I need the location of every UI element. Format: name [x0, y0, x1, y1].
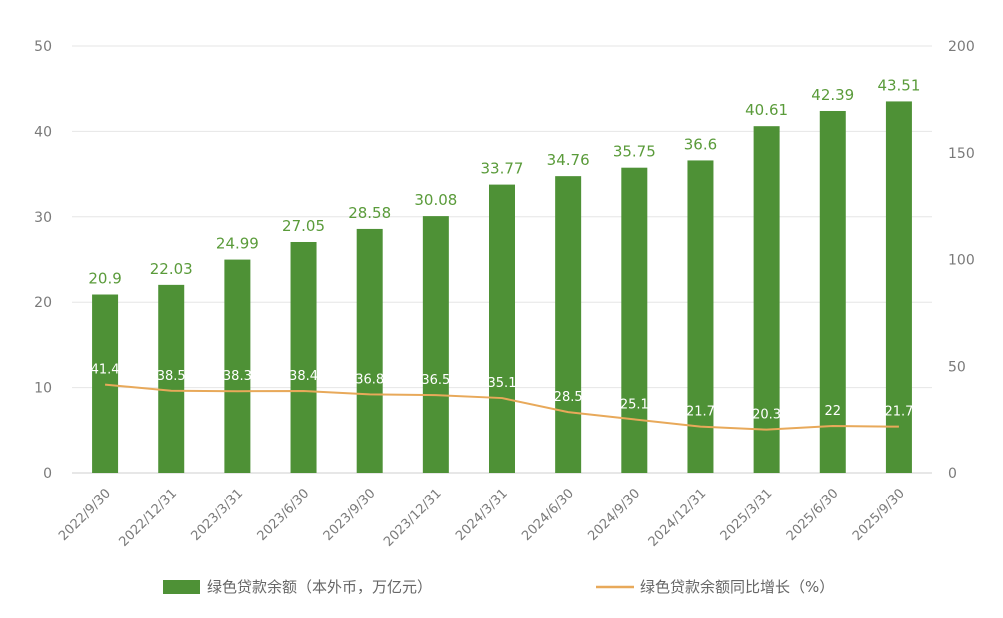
y-left-tick-label: 40	[34, 124, 52, 140]
x-tick-label: 2023/9/30	[321, 486, 379, 544]
bar-value-label: 43.51	[877, 76, 920, 94]
y-right-tick-label: 200	[948, 39, 975, 55]
x-tick-label: 2024/6/30	[519, 486, 577, 544]
legend: 绿色贷款余额（本外币，万亿元） 绿色贷款余额同比增长（%）	[163, 578, 834, 596]
x-tick-label: 2023/3/31	[188, 486, 246, 544]
y-right-tick-label: 150	[948, 146, 975, 162]
line-value-label: 25.1	[620, 397, 649, 412]
x-tick-label: 2023/6/30	[255, 486, 313, 544]
legend-bar-label: 绿色贷款余额（本外币，万亿元）	[207, 578, 432, 596]
y-right-tick-label: 0	[948, 466, 957, 482]
bar	[555, 176, 582, 473]
x-tick-label: 2025/6/30	[784, 486, 842, 544]
x-tick-label: 2024/9/30	[585, 486, 643, 544]
line-value-label: 35.1	[488, 376, 517, 391]
bar	[422, 216, 449, 473]
bar-value-label: 24.99	[216, 235, 259, 253]
x-tick-label: 2022/12/31	[116, 486, 180, 550]
y-left-tick-label: 30	[34, 210, 52, 226]
legend-line-label: 绿色贷款余额同比增长（%）	[640, 578, 834, 596]
line-value-label: 21.7	[686, 405, 715, 420]
x-tick-label: 2025/3/31	[718, 486, 776, 544]
left-axis: 0 10 20 30 40 50	[34, 39, 52, 482]
bar	[819, 110, 846, 473]
line-value-label: 21.7	[884, 405, 913, 420]
bar-value-label: 42.39	[811, 86, 854, 104]
x-axis: 2022/9/30 2022/12/31 2023/3/31 2023/6/30 202…	[56, 486, 908, 550]
bar-value-label: 20.9	[88, 270, 121, 288]
x-tick-label: 2024/12/31	[646, 486, 710, 550]
bar-value-label: 27.05	[282, 217, 325, 235]
line-value-label: 28.5	[554, 390, 583, 405]
x-tick-label: 2024/3/31	[453, 486, 511, 544]
bar	[290, 241, 317, 473]
bar	[224, 259, 251, 473]
bar	[489, 184, 515, 474]
legend-bar-swatch	[163, 580, 200, 594]
line-value-label: 36.5	[421, 373, 450, 388]
bar	[753, 126, 780, 473]
x-tick-label: 2022/9/30	[56, 486, 114, 544]
x-tick-label: 2023/12/31	[381, 486, 445, 550]
growth-line	[104, 383, 899, 431]
bar-value-label: 28.58	[348, 204, 391, 222]
bar-value-label: 22.03	[150, 260, 193, 278]
bar-series: 20.9 22.03 24.99 27.05 28.58 30.08 33.77 34.76 3…	[88, 76, 920, 474]
bar	[356, 228, 383, 473]
bar-value-label: 34.76	[547, 151, 590, 169]
bar	[885, 101, 912, 474]
bar-value-label: 36.6	[684, 135, 717, 153]
bar	[92, 294, 119, 473]
line-series: 41.4 38.5 38.3 38.4 36.8 36.5 35.1 28.5 25.1 21.7…	[91, 363, 913, 431]
line-value-label: 38.4	[289, 369, 318, 384]
y-right-tick-label: 50	[948, 359, 966, 375]
bar-value-label: 33.77	[481, 160, 524, 178]
bar	[621, 167, 648, 473]
line-value-label: 38.3	[223, 369, 252, 384]
bar-value-label: 35.75	[613, 143, 656, 161]
line-value-label: 36.8	[355, 372, 384, 387]
bar	[687, 160, 714, 473]
y-left-tick-label: 10	[34, 381, 52, 397]
bar-value-label: 40.61	[745, 101, 788, 119]
x-tick-label: 2025/9/30	[850, 486, 908, 544]
right-axis: 0 50 100 150 200	[948, 39, 975, 482]
bar-value-label: 30.08	[414, 191, 457, 209]
line-value-label: 20.3	[752, 408, 781, 423]
line-value-label: 38.5	[157, 369, 186, 384]
line-value-label: 22	[824, 404, 841, 419]
y-right-tick-label: 100	[948, 253, 975, 269]
bar	[158, 284, 185, 473]
line-value-label: 41.4	[91, 363, 120, 378]
y-left-tick-label: 50	[34, 39, 52, 55]
y-left-tick-label: 20	[34, 295, 52, 311]
y-left-tick-label: 0	[43, 466, 52, 482]
